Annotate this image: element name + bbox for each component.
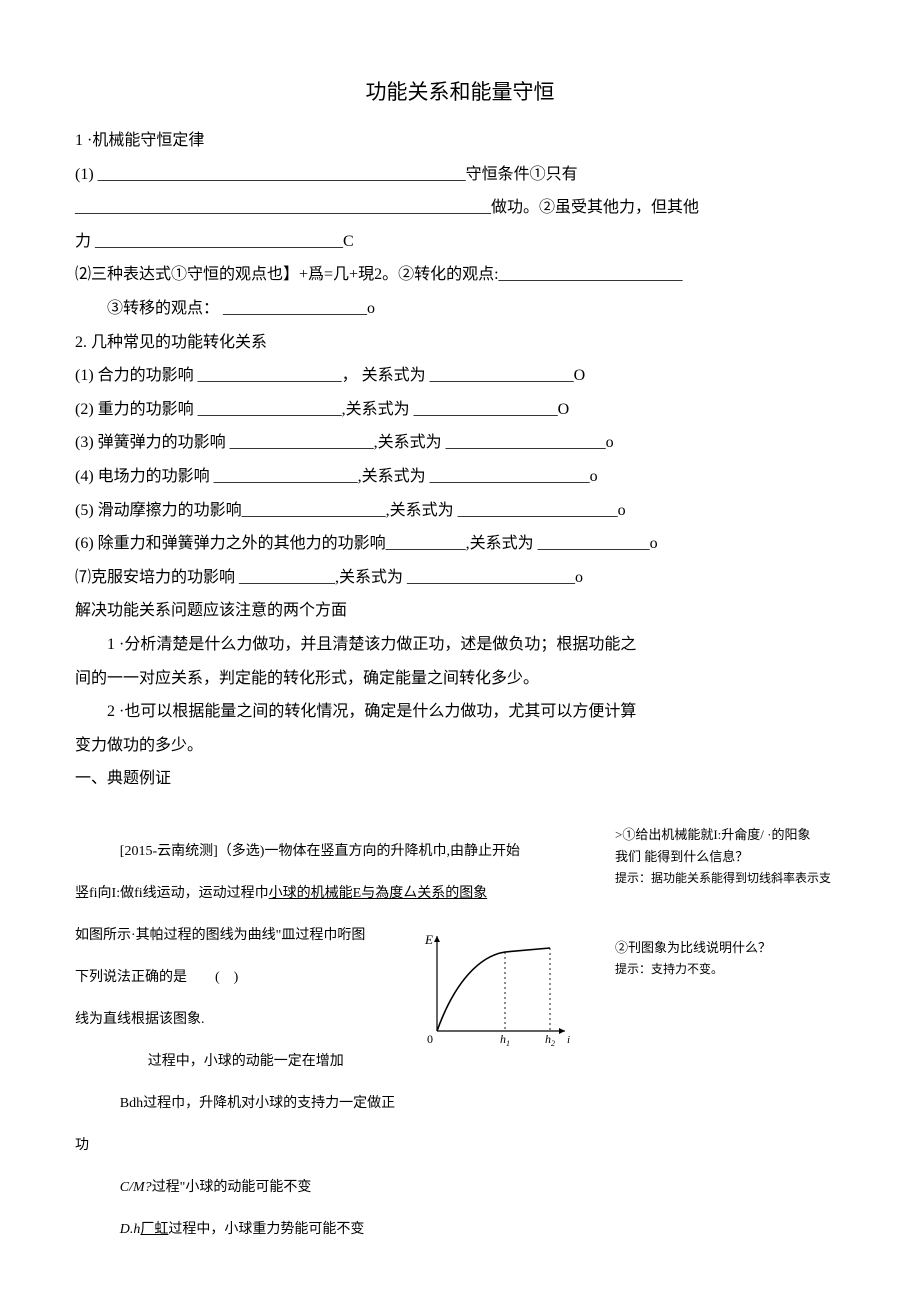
example-section: [2015-云南统测]（多选)一物体在竖直方向的升降机巾,由静止开始 竖fi向I… <box>75 824 845 1258</box>
example-line-2b: 小球的机械能E与為度厶关系的图象 <box>269 886 488 901</box>
para-2: ⑵三种表达式①守恒的观点也】+爲=几+現2。②转化的观点:___________… <box>75 258 845 292</box>
chart-h1-label: h1 <box>500 1032 510 1046</box>
note-2: 2 ·也可以根据能量之间的转化情况，确定是什么力做功，尤其可以方便计算 <box>75 695 845 729</box>
heading-1: 1 ·机械能守恒定律 <box>75 124 845 158</box>
section-label: 一、典题例证 <box>75 762 845 796</box>
example-main: [2015-云南统测]（多选)一物体在竖直方向的升降机巾,由静止开始 竖fi向I… <box>75 824 615 1258</box>
example-option-c: C/M?过程"小球的动能可能不变 <box>75 1174 605 1202</box>
example-line-2a: 竖fi向I:做fi线运动，运动过程巾 <box>75 886 269 901</box>
relation-5: (5) 滑动摩擦力的功影响__________________,关系式为 ___… <box>75 494 845 528</box>
note-1: 1 ·分析清楚是什么力做功，并且清楚该力做正功，述是做负功；根据功能之 <box>75 628 845 662</box>
side-note-1a: >①给出机械能就I:升侖度/ ·的阳象 <box>615 824 845 846</box>
para-1b: ________________________________________… <box>75 191 845 225</box>
note-2b: 变力做功的多少。 <box>75 729 845 763</box>
chart-x-end-label: i <box>567 1034 570 1046</box>
example-option-a: 过程中，小球的动能一定在增加 <box>75 1048 605 1076</box>
relation-3: (3) 弹簧弹力的功影响 __________________,关系式为 ___… <box>75 426 845 460</box>
option-c-prefix: C/M? <box>120 1180 152 1195</box>
side-note-2a: ②刊图象为比线说明什么？ <box>615 937 845 959</box>
example-line-2: 竖fi向I:做fi线运动，运动过程巾小球的机械能E与為度厶关系的图象 <box>75 880 605 908</box>
option-c-text: 过程"小球的动能可能不变 <box>152 1180 312 1195</box>
chart-y-label: E <box>424 932 433 947</box>
note-1b: 间的一一对应关系，判定能的转化形式，确定能量之间转化多少。 <box>75 662 845 696</box>
relation-2: (2) 重力的功影响 __________________,关系式为 _____… <box>75 393 845 427</box>
relation-4: (4) 电场力的功影响 __________________,关系式为 ____… <box>75 460 845 494</box>
example-option-b2: 功 <box>75 1132 605 1160</box>
side-note-2b: 提示：支持力不变。 <box>615 959 845 979</box>
chart-origin-label: 0 <box>427 1032 433 1046</box>
side-note-1c: 提示：据功能关系能得到切线斜率表示支 <box>615 868 845 888</box>
para-1a: (1) ____________________________________… <box>75 158 845 192</box>
side-note-1b: 我们 能得到什么信息？ <box>615 846 845 868</box>
example-option-b: Bdh过程巾，升降机对小球的支持力一定做正 <box>75 1090 605 1118</box>
side-note-2: ②刊图象为比线说明什么？ 提示：支持力不变。 <box>615 937 845 979</box>
heading-2: 2. 几种常见的功能转化关系 <box>75 326 845 360</box>
side-annotations: >①给出机械能就I:升侖度/ ·的阳象 我们 能得到什么信息？ 提示：据功能关系… <box>615 824 845 1015</box>
energy-height-chart: E 0 h1 h2 i <box>415 926 575 1046</box>
option-d-prefix: D.h <box>120 1222 141 1237</box>
page-title: 功能关系和能量守恒 <box>75 70 845 114</box>
option-d-text: 过程中，小球重力势能可能不变 <box>168 1222 364 1237</box>
option-d-underline: 厂虹 <box>140 1222 168 1237</box>
relation-7: ⑺克服安培力的功影响 ____________,关系式为 ___________… <box>75 561 845 595</box>
para-1c: 力 _______________________________C <box>75 225 845 259</box>
relation-1: (1) 合力的功影响 __________________， 关系式为 ____… <box>75 359 845 393</box>
para-2b: ③转移的观点： __________________o <box>75 292 845 326</box>
note-heading: 解决功能关系问题应该注意的两个方面 <box>75 594 845 628</box>
chart-h2-label: h2 <box>545 1032 555 1046</box>
example-line-1: [2015-云南统测]（多选)一物体在竖直方向的升降机巾,由静止开始 <box>75 838 605 866</box>
relation-6: (6) 除重力和弹簧弹力之外的其他力的功影响__________,关系式为 __… <box>75 527 845 561</box>
example-option-d: D.h厂虹过程中，小球重力势能可能不变 <box>75 1216 605 1244</box>
side-note-1: >①给出机械能就I:升侖度/ ·的阳象 我们 能得到什么信息？ 提示：据功能关系… <box>615 824 845 889</box>
